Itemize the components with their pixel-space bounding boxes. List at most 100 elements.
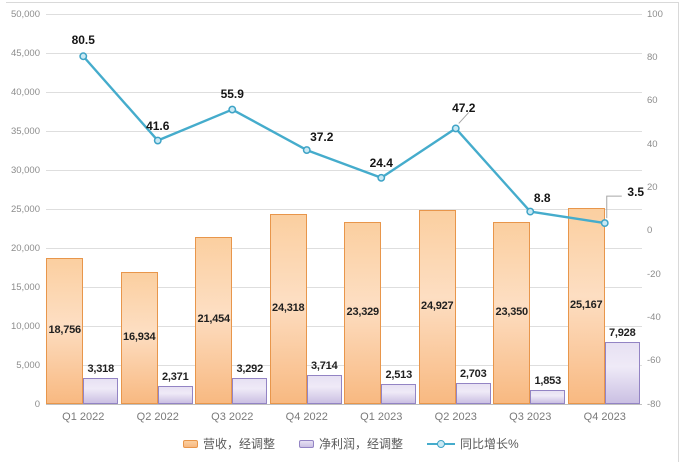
growth-value-label: 80.5 [71, 33, 95, 48]
revenue-value-label: 21,454 [197, 313, 231, 326]
profit-value-label: 3,714 [310, 360, 338, 373]
growth-value-label: 8.8 [533, 190, 551, 205]
gridline [46, 92, 642, 93]
profit-value-label: 2,513 [385, 369, 413, 382]
revenue-bar [269, 214, 307, 404]
right-axis-tick: 20 [647, 181, 658, 193]
gridline [46, 209, 642, 210]
left-axis-tick: 45,000 [10, 47, 40, 59]
revenue-swatch-icon [183, 439, 198, 448]
revenue-value-label: 24,927 [421, 299, 454, 312]
revenue-value-label: 16,934 [123, 330, 156, 343]
profit-bar [604, 342, 640, 404]
growth-marker [600, 219, 609, 228]
profit-swatch-icon [299, 439, 315, 448]
profit-value-label: 2,371 [161, 370, 189, 383]
category-label: Q4 2023 [583, 411, 626, 423]
legend-label-profit: 净利润，经调整 [319, 437, 404, 451]
profit-value-label: 3,292 [236, 363, 264, 376]
label-leader-line [458, 112, 470, 124]
right-axis-tick: 100 [647, 8, 663, 20]
category-label: Q1 2023 [360, 411, 403, 423]
chart-border-top [6, 2, 679, 3]
right-axis-tick: -60 [647, 355, 661, 367]
category-label: Q3 2022 [211, 411, 254, 423]
profit-value-label: 3,318 [87, 363, 115, 376]
revenue-value-label: 23,350 [495, 305, 529, 318]
left-axis-tick: 30,000 [10, 164, 40, 176]
revenue-bar [195, 236, 233, 404]
legend-item-revenue: 营收，经调整 [183, 435, 275, 452]
growth-line-swatch-icon [427, 439, 456, 448]
growth-marker [377, 173, 386, 182]
profit-bar [157, 385, 193, 404]
revenue-bar [344, 222, 382, 404]
growth-marker [451, 124, 460, 133]
growth-marker [153, 136, 162, 145]
revenue-bar [418, 209, 456, 404]
growth-value-label: 3.5 [627, 185, 645, 200]
legend-label-revenue: 营收，经调整 [203, 437, 276, 451]
left-axis-tick: 50,000 [10, 8, 40, 20]
right-axis-tick: 40 [647, 138, 658, 150]
label-leader-line [606, 195, 622, 219]
gridline [46, 53, 642, 54]
profit-bar [381, 384, 417, 404]
revenue-value-label: 23,329 [346, 306, 380, 319]
right-axis-tick: -40 [647, 311, 661, 323]
growth-value-label: 41.6 [146, 118, 170, 133]
gridline [46, 326, 642, 327]
revenue-value-label: 18,756 [48, 323, 82, 336]
growth-value-label: 24.4 [369, 155, 393, 170]
gridline [46, 287, 642, 288]
revenue-bar [46, 257, 84, 404]
category-label: Q3 2023 [509, 411, 552, 423]
growth-value-label: 55.9 [220, 86, 244, 101]
chart-border-right [678, 2, 679, 462]
right-axis-tick: -80 [647, 398, 661, 410]
legend-label-growth: 同比增长% [460, 437, 519, 451]
right-axis-tick: 80 [647, 51, 658, 63]
legend: 营收，经调整 净利润，经调整 同比增长% [183, 435, 519, 452]
revenue-bar [567, 207, 605, 404]
left-axis-tick: 40,000 [10, 86, 40, 98]
profit-bar [232, 378, 268, 404]
yoy-growth-line [82, 55, 605, 225]
profit-bar [306, 375, 342, 404]
gridline [46, 170, 642, 171]
category-label: Q4 2022 [285, 411, 328, 423]
revenue-bar [493, 221, 531, 404]
x-axis-line [46, 404, 642, 405]
profit-value-label: 1,853 [534, 374, 562, 387]
legend-item-growth: 同比增长% [427, 435, 519, 452]
right-axis-tick: -20 [647, 268, 661, 280]
right-axis-tick: 60 [647, 95, 658, 107]
right-axis-tick: 0 [647, 225, 653, 237]
left-axis-tick: 20,000 [10, 242, 40, 254]
gridline [46, 14, 642, 15]
revenue-value-label: 24,318 [272, 302, 305, 315]
left-axis-tick: 15,000 [10, 281, 40, 293]
growth-marker [302, 146, 311, 155]
growth-marker [228, 105, 237, 114]
growth-marker [79, 52, 88, 61]
profit-bar [83, 378, 119, 404]
left-axis-tick: 5,000 [16, 359, 40, 371]
growth-value-label: 37.2 [310, 130, 334, 145]
profit-value-label: 2,703 [459, 367, 487, 380]
profit-bar [455, 382, 491, 404]
growth-value-label: 47.2 [452, 101, 476, 116]
revenue-value-label: 25,167 [570, 298, 603, 311]
category-label: Q1 2022 [62, 411, 105, 423]
left-axis-tick: 10,000 [10, 320, 40, 332]
category-label: Q2 2023 [434, 411, 477, 423]
growth-marker [526, 207, 535, 216]
profit-bar [530, 389, 566, 404]
category-label: Q2 2022 [136, 411, 179, 423]
left-axis-tick: 0 [34, 398, 40, 410]
legend-item-profit: 净利润，经调整 [299, 435, 403, 452]
profit-value-label: 7,928 [608, 327, 636, 340]
left-axis-tick: 35,000 [10, 125, 40, 137]
